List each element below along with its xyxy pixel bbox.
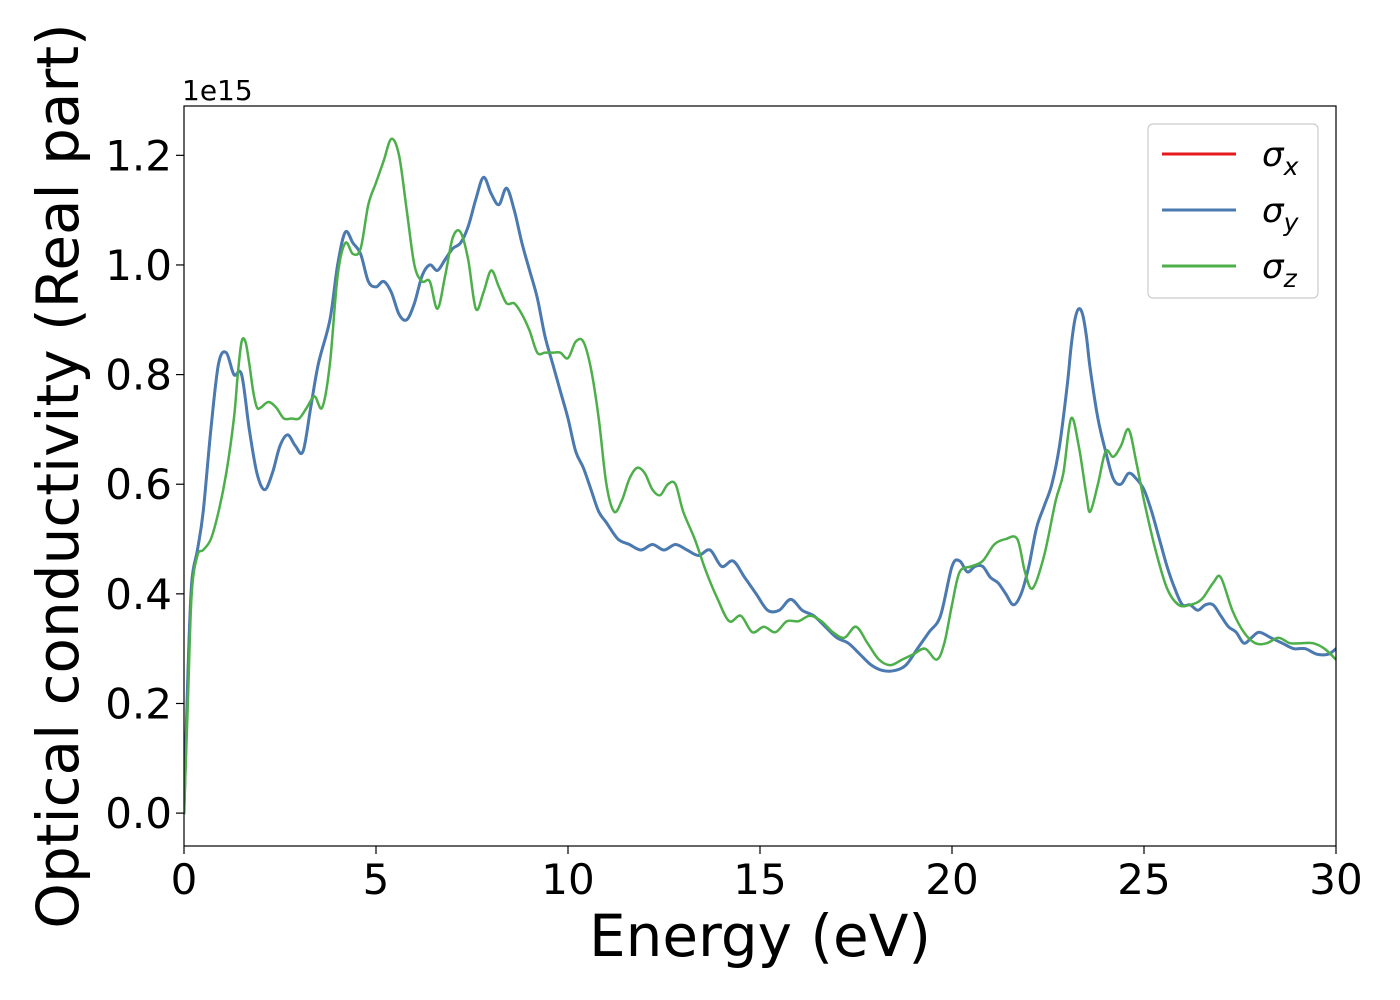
series-layer [184,137,1336,815]
legend-label-sigma-z: σz [1262,247,1298,293]
series-line-sigma-y [184,175,1336,815]
x-tick-label: 10 [541,855,594,904]
x-axis-label: Energy (eV) [589,902,931,970]
x-axis: 0 5 10 15 20 25 30 [171,846,1363,904]
y-tick-label: 1.0 [105,241,172,290]
y-axis-label: Optical conductivity (Real part) [24,23,92,928]
x-tick-label: 0 [171,855,198,904]
x-tick-label: 5 [363,855,390,904]
y-tick-label: 0.2 [105,679,172,728]
series-line-sigma-z [184,137,1336,815]
x-tick-label: 15 [733,855,786,904]
y-tick-label: 0.4 [105,570,172,619]
x-tick-label: 30 [1309,855,1362,904]
x-tick-label: 20 [925,855,978,904]
y-tick-label: 1.2 [105,131,172,180]
legend: σx σy σz [1147,123,1319,299]
y-offset-text: 1e15 [182,74,253,107]
y-axis: 0.0 0.2 0.4 0.6 0.8 1.0 1.2 [105,131,184,838]
y-tick-label: 0.6 [105,460,172,509]
y-tick-label: 0.0 [105,789,172,838]
legend-label-sigma-y: σy [1262,191,1300,237]
x-tick-label: 25 [1117,855,1170,904]
y-tick-label: 0.8 [105,351,172,400]
legend-label-sigma-x: σx [1262,135,1299,181]
